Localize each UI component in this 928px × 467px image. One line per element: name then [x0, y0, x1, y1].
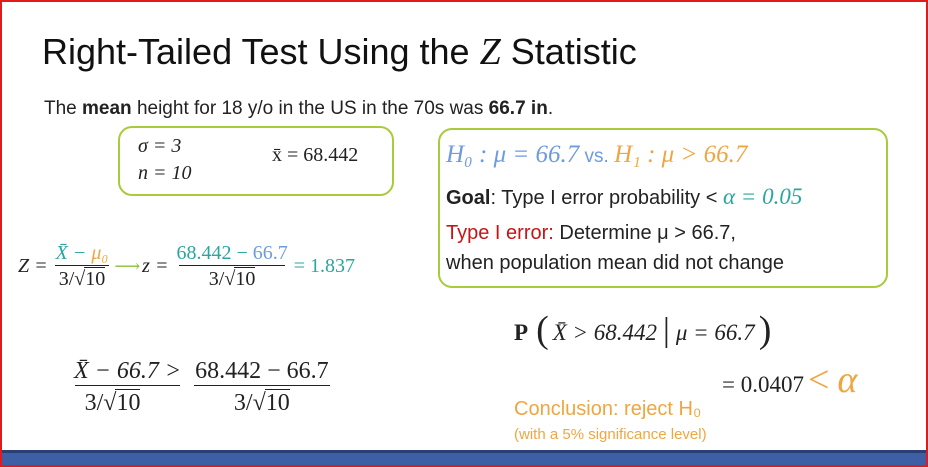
arrow-icon: ⟶ — [114, 256, 141, 276]
z-result: = 1.837 — [293, 255, 355, 277]
goal-line: Goal: Type I error probability < α = 0.0… — [446, 184, 803, 209]
z-value-fraction: 68.442 − 66.7 3/√10 — [176, 242, 288, 290]
given-box — [118, 126, 394, 196]
footer-bar — [2, 453, 926, 465]
alpha-value: α = 0.05 — [722, 184, 803, 209]
title-text: Right-Tailed Test Using the — [42, 31, 480, 72]
probability-expression: P ( X̄ > 68.442 | μ = 66.7 ) — [514, 309, 772, 351]
hypothesis-box — [438, 128, 888, 288]
title-text-end: Statistic — [500, 31, 637, 72]
type1-line: Type I error: Determine μ > 66.7, — [446, 222, 736, 244]
intro-line: The mean height for 18 y/o in the US in … — [44, 98, 554, 119]
title-variable: Z — [479, 31, 501, 73]
conclusion: Conclusion: reject H₀ — [514, 398, 702, 420]
inequality-right: 68.442 − 66.7 3/√10 — [193, 358, 330, 416]
sigma-value: σ = 3 — [138, 135, 182, 157]
probability-value: = 0.0407 < α — [722, 359, 858, 401]
inequality-left: X̄ − 66.7 > 3/√10 — [74, 358, 182, 416]
significance-note: (with a 5% significance level) — [514, 426, 707, 443]
alternative-hypothesis: H₁ : μ > 66.7 — [614, 141, 748, 168]
z-formula: Z = X̄ − μ₀ 3/√10 ⟶ z = 68.442 − 66.7 3/… — [18, 242, 355, 290]
type1-line2: when population mean did not change — [446, 252, 785, 274]
footer-line — [2, 450, 926, 453]
inequality: X̄ − 66.7 > 3/√10 68.442 − 66.7 3/√10 — [70, 358, 333, 417]
page-title: Right-Tailed Test Using the Z Statistic — [42, 30, 637, 74]
z-fraction: X̄ − μ₀ 3/√10 — [54, 242, 110, 290]
sample-mean: x̄ = 68.442 — [272, 144, 359, 166]
null-hypothesis: H₀ : μ = 66.7 — [446, 141, 580, 168]
sample-size: n = 10 — [138, 162, 192, 184]
hypotheses: H₀ : μ = 66.7 vs. H₁ : μ > 66.7 — [446, 141, 748, 168]
